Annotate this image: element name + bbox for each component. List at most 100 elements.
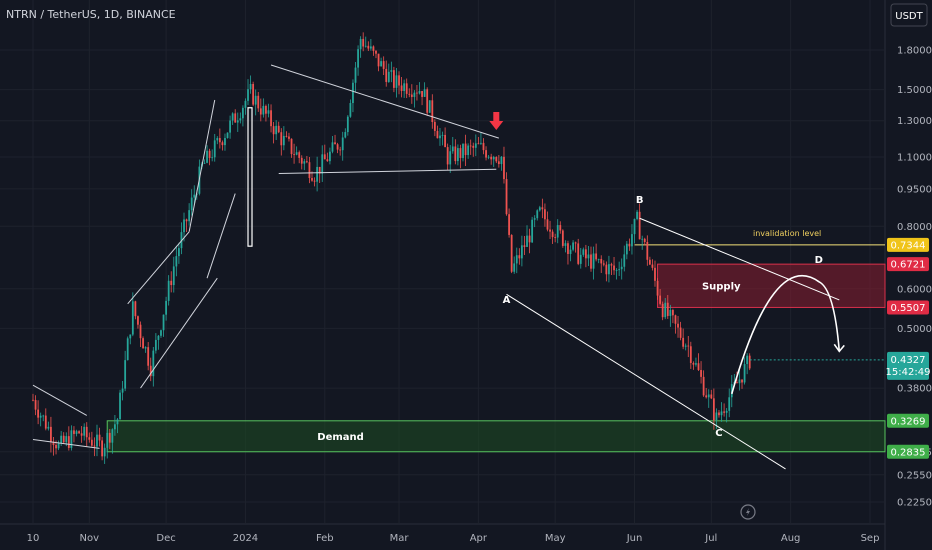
candle[interactable] (111, 428, 114, 454)
candle[interactable] (515, 247, 518, 274)
candle[interactable] (295, 146, 298, 156)
candle[interactable] (631, 224, 633, 255)
candle[interactable] (369, 39, 372, 51)
candle[interactable] (231, 112, 234, 125)
candle[interactable] (32, 393, 34, 402)
candle[interactable] (559, 221, 562, 234)
candle[interactable] (44, 408, 47, 431)
candle[interactable] (349, 99, 352, 118)
candle[interactable] (377, 53, 380, 72)
candle[interactable] (101, 436, 104, 461)
candle[interactable] (723, 403, 726, 417)
candle[interactable] (183, 212, 185, 242)
candle[interactable] (520, 235, 523, 267)
candle[interactable] (403, 79, 406, 98)
candle[interactable] (96, 424, 98, 457)
candle[interactable] (142, 336, 144, 349)
candle[interactable] (188, 203, 191, 226)
candle[interactable] (682, 328, 685, 350)
candle[interactable] (229, 115, 231, 139)
candle[interactable] (139, 321, 142, 347)
candle[interactable] (305, 155, 308, 164)
candle[interactable] (160, 329, 162, 338)
candle[interactable] (441, 131, 444, 146)
candle[interactable] (78, 430, 80, 434)
candle[interactable] (436, 125, 439, 139)
trend-line[interactable] (639, 217, 840, 301)
candle[interactable] (62, 432, 65, 444)
candle[interactable] (426, 87, 429, 116)
candle[interactable] (687, 336, 690, 358)
candle[interactable] (651, 259, 654, 271)
candle[interactable] (746, 353, 749, 375)
candle[interactable] (165, 296, 168, 321)
candle[interactable] (615, 268, 618, 280)
candle[interactable] (326, 152, 329, 162)
candle[interactable] (400, 77, 403, 98)
candle[interactable] (628, 238, 631, 251)
candle[interactable] (587, 246, 590, 266)
candle[interactable] (405, 78, 408, 99)
candle[interactable] (37, 400, 40, 425)
candle[interactable] (669, 304, 672, 327)
candle[interactable] (364, 36, 367, 48)
candle[interactable] (564, 240, 567, 253)
candle[interactable] (216, 136, 219, 145)
candle[interactable] (728, 388, 731, 418)
trend-line[interactable] (278, 168, 497, 174)
candle[interactable] (600, 255, 603, 273)
trend-line[interactable] (506, 293, 786, 470)
lightning-icon[interactable] (740, 504, 756, 520)
candle[interactable] (454, 139, 457, 165)
candle[interactable] (718, 410, 720, 418)
candle[interactable] (423, 82, 426, 98)
candle[interactable] (654, 260, 656, 287)
candle[interactable] (433, 119, 436, 137)
candle[interactable] (636, 209, 638, 221)
candle[interactable] (536, 209, 539, 221)
candle[interactable] (513, 256, 516, 274)
candle[interactable] (648, 256, 651, 266)
candle[interactable] (252, 81, 255, 107)
candle[interactable] (265, 104, 267, 122)
candle[interactable] (367, 41, 370, 51)
candle[interactable] (610, 262, 613, 276)
trend-line[interactable] (206, 193, 236, 279)
candle[interactable] (439, 128, 441, 146)
candle[interactable] (646, 235, 649, 266)
candle[interactable] (334, 134, 336, 145)
candle[interactable] (236, 112, 239, 132)
candle[interactable] (221, 140, 224, 151)
candle[interactable] (526, 225, 528, 247)
candle[interactable] (382, 56, 385, 76)
candle[interactable] (482, 138, 485, 155)
candle[interactable] (318, 166, 321, 183)
candle[interactable] (613, 257, 615, 275)
candle[interactable] (725, 408, 728, 423)
candle[interactable] (277, 121, 280, 134)
candle[interactable] (661, 301, 664, 321)
candle[interactable] (395, 67, 398, 98)
candle[interactable] (462, 143, 464, 162)
candle[interactable] (90, 431, 93, 448)
candle[interactable] (641, 235, 644, 250)
candle[interactable] (375, 50, 377, 59)
candle[interactable] (490, 153, 493, 165)
candle[interactable] (572, 240, 574, 252)
candle[interactable] (106, 430, 109, 459)
candle[interactable] (474, 134, 477, 157)
candle[interactable] (623, 245, 626, 272)
currency-button[interactable]: USDT (890, 3, 928, 27)
candle[interactable] (510, 234, 513, 274)
candle[interactable] (203, 159, 206, 164)
candle[interactable] (579, 247, 582, 269)
candle[interactable] (34, 395, 37, 416)
candle[interactable] (224, 133, 226, 151)
candle[interactable] (477, 136, 480, 145)
candle[interactable] (551, 229, 554, 244)
candle[interactable] (584, 244, 587, 268)
candle[interactable] (421, 90, 423, 106)
candle[interactable] (83, 423, 86, 441)
candle[interactable] (241, 105, 244, 127)
candle[interactable] (316, 156, 319, 192)
